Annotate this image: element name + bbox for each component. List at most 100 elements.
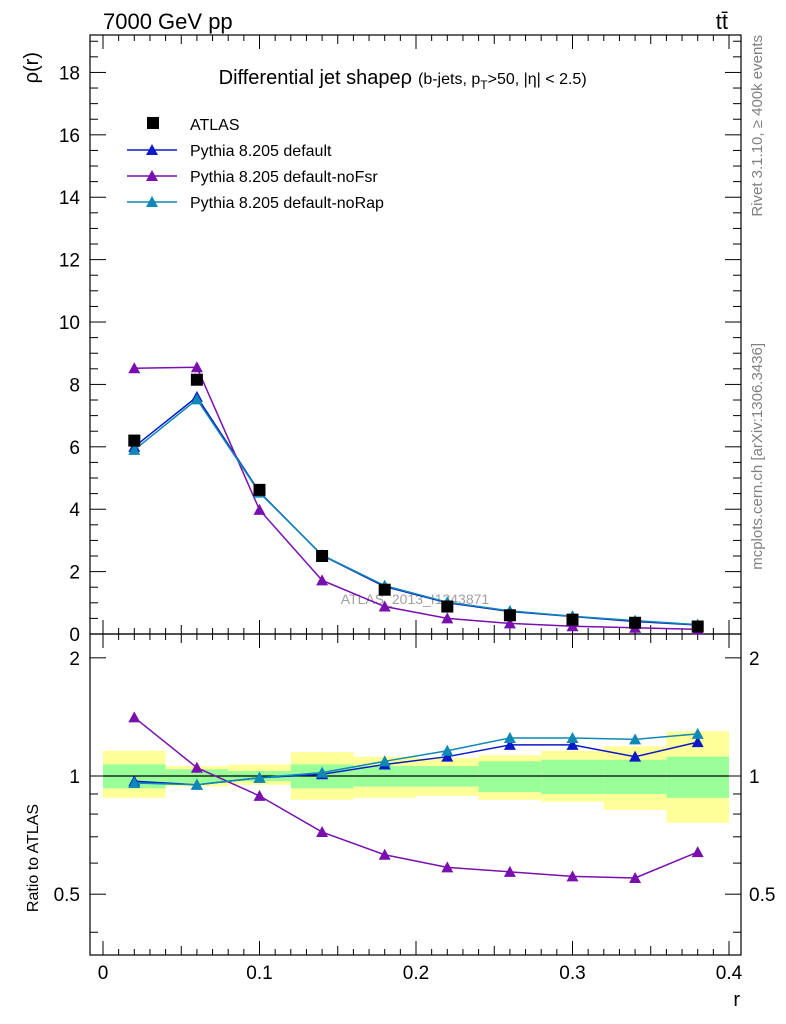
- legend-label-nofsr: Pythia 8.205 default-noFsr: [190, 169, 378, 186]
- legend-label-atlas: ATLAS: [190, 117, 240, 134]
- header-left: 7000 GeV pp: [103, 9, 233, 34]
- y-tick-label: 0: [69, 625, 80, 646]
- legend-marker-norap: [146, 196, 158, 207]
- y-tick-label: 14: [59, 188, 81, 209]
- main-frame: [89, 34, 742, 635]
- y-tick-label: 16: [59, 126, 80, 147]
- atlas-data-point: [253, 483, 266, 496]
- y-tick-label: 2: [69, 563, 80, 584]
- chart-title: Differential jet shapeρ: [219, 67, 412, 89]
- ratio-point-1: [691, 846, 704, 858]
- ratio-point-2: [629, 733, 642, 745]
- ratio-point-2: [566, 731, 579, 743]
- legend-marker-nofsr: [146, 170, 158, 181]
- ratio-point-1: [253, 789, 266, 801]
- legend: ATLAS Pythia 8.205 default Pythia 8.205 …: [127, 117, 384, 212]
- series-point-1: [316, 574, 329, 586]
- ratio-point-1: [128, 711, 141, 723]
- ratio-point-1: [629, 871, 642, 883]
- ratio-tick-label-right: 1: [749, 767, 760, 788]
- stat-uncertainty-band: [666, 756, 729, 798]
- subtitle-part-a: (b-jets, p: [418, 71, 480, 88]
- x-axis-label: r: [733, 989, 740, 1011]
- ratio-point-2: [441, 744, 454, 756]
- series-point-1: [566, 620, 579, 632]
- series-point-1: [441, 612, 454, 624]
- ratio-point-1: [503, 865, 516, 877]
- atlas-data-point: [316, 550, 329, 563]
- ratio-bands: [103, 731, 729, 823]
- series-line-2: [133, 398, 698, 626]
- ratio-point-2: [190, 778, 203, 790]
- ratio-point-2: [503, 731, 516, 743]
- ratio-tick-label-left: 0.5: [54, 885, 80, 906]
- series-point-1: [378, 600, 391, 612]
- x-tick-label: 0.1: [246, 963, 272, 984]
- series-point-1: [190, 361, 203, 373]
- x-tick-label: 0.2: [403, 963, 429, 984]
- series-point-1: [503, 617, 516, 629]
- y-tick-label: 18: [59, 63, 80, 84]
- ratio-tick-label-left: 1: [69, 767, 80, 788]
- stat-uncertainty-band: [603, 759, 667, 794]
- atlas-data-point: [378, 583, 391, 596]
- y-tick-label: 8: [69, 375, 80, 396]
- legend-label-norap: Pythia 8.205 default-noRap: [190, 195, 384, 212]
- legend-marker-default: [146, 144, 158, 155]
- y-tick-label: 10: [59, 313, 80, 334]
- stat-uncertainty-band: [541, 759, 604, 794]
- ratio-point-0: [629, 750, 642, 762]
- chart-subtitle: (b-jets, pT>50, |η| < 2.5): [418, 71, 587, 92]
- header-right: tt̄: [716, 9, 728, 34]
- ratio-point-2: [253, 771, 266, 783]
- ratio-point-1: [316, 826, 329, 838]
- atlas-data-point: [566, 613, 579, 626]
- stat-uncertainty-band: [478, 761, 542, 793]
- ratio-point-0: [566, 738, 579, 750]
- ratio-tick-label-left: 2: [69, 649, 80, 670]
- ratio-point-1: [190, 761, 203, 773]
- ratio-y-axis-label: Ratio to ATLAS: [25, 804, 42, 912]
- y-tick-label: 12: [59, 251, 80, 272]
- series-ratio: [128, 711, 704, 883]
- legend-marker-atlas: [147, 117, 159, 129]
- mcplots-label: mcplots.cern.ch [arXiv:1306.3436]: [749, 343, 766, 570]
- frames: [89, 34, 742, 956]
- rivet-label: Rivet 3.1.10, ≥ 400k events: [749, 35, 766, 217]
- series-point-1: [253, 503, 266, 515]
- atlas-data-point: [128, 434, 141, 447]
- ratio-point-2: [691, 727, 704, 739]
- ratio-point-1: [441, 861, 454, 873]
- ratio-point-2: [378, 755, 391, 767]
- series-point-2: [128, 443, 141, 455]
- ratio-point-1: [566, 870, 579, 882]
- subtitle-part-b: >50, |η| < 2.5): [488, 71, 587, 88]
- series-point-2: [190, 393, 203, 405]
- atlas-data-point: [190, 373, 203, 386]
- ratio-point-2: [128, 776, 141, 788]
- atlas-data-point: [503, 609, 516, 622]
- atlas-data-point: [629, 616, 642, 629]
- subtitle-subscript: T: [480, 78, 488, 92]
- ratio-tick-label-right: 2: [749, 649, 760, 670]
- y-axis-label: ρ(r): [21, 52, 43, 83]
- x-tick-label: 0.3: [559, 963, 585, 984]
- ratio-point-0: [691, 736, 704, 748]
- series-point-1: [128, 362, 141, 374]
- y-tick-label: 6: [69, 438, 80, 459]
- ratio-point-1: [378, 848, 391, 860]
- ratio-line-2: [134, 733, 698, 786]
- y-tick-label: 4: [69, 500, 80, 521]
- ratio-point-0: [503, 738, 516, 750]
- series-main: [128, 361, 704, 635]
- ratio-point-0: [441, 750, 454, 762]
- ratio-tick-label-right: 0.5: [749, 885, 775, 906]
- x-tick-label: 0.4: [716, 963, 743, 984]
- series-line-1: [134, 366, 698, 631]
- atlas-data-point: [441, 600, 454, 613]
- ratio-point-2: [316, 766, 329, 778]
- x-tick-label: 0: [98, 963, 109, 984]
- legend-label-default: Pythia 8.205 default: [190, 143, 332, 160]
